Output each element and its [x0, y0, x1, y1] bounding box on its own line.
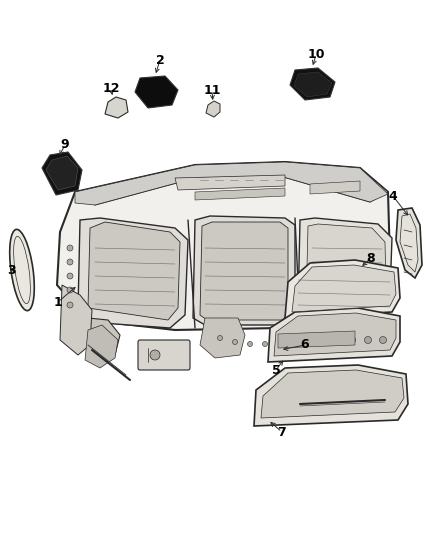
Polygon shape — [306, 224, 386, 316]
Circle shape — [278, 340, 283, 344]
Polygon shape — [206, 101, 220, 117]
Circle shape — [67, 273, 73, 279]
Polygon shape — [75, 162, 388, 205]
Polygon shape — [78, 218, 188, 328]
Text: 7: 7 — [278, 425, 286, 439]
Circle shape — [349, 336, 356, 343]
Text: 3: 3 — [8, 263, 16, 277]
Circle shape — [67, 302, 73, 308]
Polygon shape — [278, 331, 355, 348]
Polygon shape — [82, 318, 120, 360]
Text: 2: 2 — [155, 53, 164, 67]
Circle shape — [67, 245, 73, 251]
Polygon shape — [195, 188, 285, 200]
Text: 5: 5 — [272, 364, 280, 376]
Polygon shape — [200, 318, 245, 358]
Circle shape — [286, 336, 293, 343]
Circle shape — [301, 336, 308, 343]
Text: 11: 11 — [203, 84, 221, 96]
Polygon shape — [46, 156, 78, 190]
Polygon shape — [396, 208, 422, 278]
Circle shape — [317, 336, 324, 343]
Polygon shape — [57, 162, 390, 330]
Text: 8: 8 — [367, 252, 375, 264]
Polygon shape — [274, 313, 396, 356]
Ellipse shape — [10, 229, 34, 311]
Polygon shape — [254, 365, 408, 426]
Text: 12: 12 — [102, 82, 120, 94]
Text: 1: 1 — [53, 295, 62, 309]
Polygon shape — [310, 181, 360, 194]
Text: 6: 6 — [301, 338, 309, 351]
Polygon shape — [298, 218, 392, 320]
Polygon shape — [268, 308, 400, 362]
Circle shape — [332, 336, 339, 343]
Polygon shape — [193, 216, 295, 325]
Polygon shape — [261, 370, 404, 418]
Text: 9: 9 — [61, 139, 69, 151]
Polygon shape — [60, 285, 92, 355]
Circle shape — [67, 259, 73, 265]
Circle shape — [262, 342, 268, 346]
Circle shape — [247, 342, 252, 346]
Circle shape — [67, 287, 73, 293]
Polygon shape — [290, 68, 335, 100]
Polygon shape — [85, 325, 118, 368]
Polygon shape — [294, 72, 332, 97]
Circle shape — [379, 336, 386, 343]
Polygon shape — [88, 222, 180, 320]
Circle shape — [233, 340, 237, 344]
Polygon shape — [42, 152, 82, 195]
Circle shape — [364, 336, 371, 343]
Text: 10: 10 — [307, 49, 325, 61]
Polygon shape — [135, 76, 178, 108]
Polygon shape — [200, 222, 288, 320]
FancyBboxPatch shape — [138, 340, 190, 370]
Polygon shape — [105, 97, 128, 118]
Text: 4: 4 — [389, 190, 397, 203]
Polygon shape — [292, 265, 396, 312]
Polygon shape — [175, 175, 285, 190]
Polygon shape — [75, 162, 388, 205]
Polygon shape — [285, 260, 400, 318]
Circle shape — [150, 350, 160, 360]
Circle shape — [218, 335, 223, 341]
